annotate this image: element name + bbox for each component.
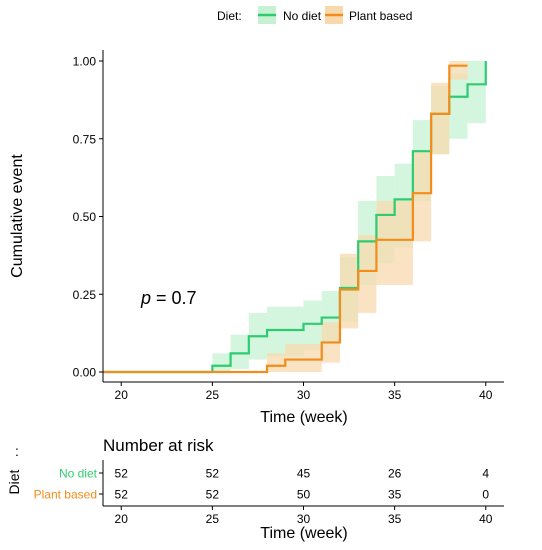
- ci-band-plant-based: [267, 353, 286, 372]
- risk-table-cell: 0: [482, 488, 489, 502]
- x-tick-label: 25: [206, 388, 220, 402]
- ci-band-no-diet: [212, 353, 231, 372]
- y-tick-label: 0.50: [73, 210, 97, 224]
- y-tick-label: 0.00: [73, 366, 97, 380]
- risk-table-x-tick-label: 35: [388, 512, 402, 526]
- y-axis-label: Cumulative event: [9, 154, 26, 278]
- risk-table-cell: 50: [297, 488, 311, 502]
- x-tick-label: 30: [297, 388, 311, 402]
- ci-band-no-diet: [303, 300, 322, 351]
- x-tick-label: 35: [388, 388, 402, 402]
- p-value-symbol: p: [140, 288, 151, 308]
- ci-band-no-diet: [449, 73, 468, 139]
- risk-table-grid: No diet 52 52 45 26 4 Plant based 52 52 50 35 0 20 25…: [34, 460, 504, 526]
- risk-table-row-label-no-diet: No diet: [59, 467, 98, 481]
- risk-table-group-label: Diet: [6, 469, 22, 494]
- ci-band-plant-based: [431, 82, 450, 155]
- risk-table-group-colon: :: [15, 443, 19, 459]
- y-tick-label: 1.00: [73, 55, 97, 69]
- ci-band-no-diet: [467, 61, 486, 124]
- risk-table-title: Number at risk: [103, 436, 214, 455]
- line-plant-based: [103, 64, 468, 374]
- ci-band-plant-based: [358, 235, 377, 313]
- y-tick-label: 0.75: [73, 132, 97, 146]
- risk-table-x-axis-label: Time (week): [260, 525, 347, 542]
- risk-table-cell: 52: [115, 488, 129, 502]
- p-value-text: = 0.7: [151, 288, 197, 308]
- risk-table-cell: 52: [115, 467, 129, 481]
- risk-table-cell: 52: [206, 467, 220, 481]
- ci-band-plant-based: [285, 344, 322, 372]
- ci-band-no-diet: [230, 334, 249, 369]
- legend-label-plant-based: Plant based: [349, 9, 412, 23]
- series-lines: [103, 61, 487, 374]
- x-tick-label: 20: [115, 388, 129, 402]
- legend-label-no-diet: No diet: [283, 9, 322, 23]
- risk-table-x-tick-label: 30: [297, 512, 311, 526]
- y-tick-label: 0.25: [73, 288, 97, 302]
- risk-table-cell: 45: [297, 467, 311, 481]
- risk-table-cell: 26: [388, 467, 402, 481]
- risk-table-x-tick-label: 40: [479, 512, 493, 526]
- legend-title: Diet:: [217, 9, 242, 23]
- risk-table-cell: 35: [388, 488, 402, 502]
- risk-table-x-tick-label: 25: [206, 512, 220, 526]
- ci-band-plant-based: [339, 253, 359, 329]
- legend: Diet: No diet Plant based: [217, 6, 412, 24]
- main-axes: 0.00 0.25 0.50 0.75 1.00 20 25 30 35 40: [73, 50, 504, 402]
- ci-band-plant-based: [449, 61, 468, 80]
- x-axis-label: Time (week): [260, 409, 347, 426]
- risk-table-cell: 4: [482, 467, 489, 481]
- confidence-bands: [212, 61, 486, 372]
- risk-table-x-tick-label: 20: [115, 512, 129, 526]
- p-value-annotation: p = 0.7: [140, 288, 197, 308]
- risk-table-row-label-plant-based: Plant based: [34, 488, 97, 502]
- risk-table-cell: 52: [206, 488, 220, 502]
- ci-band-plant-based: [412, 151, 432, 242]
- x-tick-label: 40: [479, 388, 493, 402]
